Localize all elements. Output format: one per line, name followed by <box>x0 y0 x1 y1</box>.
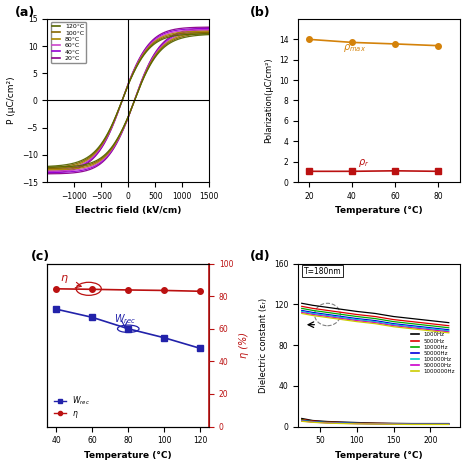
Text: $\eta$: $\eta$ <box>60 273 69 285</box>
1000000Hz <box>391 324 396 329</box>
1000000Hz <box>339 317 345 322</box>
5000Hz <box>409 319 415 325</box>
100000Hz <box>373 319 378 325</box>
50000Hz <box>339 314 345 319</box>
X-axis label: Temperature (°C): Temperature (°C) <box>335 206 423 215</box>
1000Hz <box>339 307 345 312</box>
500000Hz <box>325 314 330 319</box>
Text: $W_{rec}$: $W_{rec}$ <box>114 312 136 326</box>
100000Hz <box>310 310 316 316</box>
Text: $\rho_{max}$: $\rho_{max}$ <box>343 42 366 54</box>
Line: 100000Hz: 100000Hz <box>302 311 449 331</box>
500000Hz <box>339 316 345 321</box>
50000Hz <box>354 316 360 321</box>
Line: 10000Hz: 10000Hz <box>302 309 449 328</box>
Line: 50000Hz: 50000Hz <box>302 310 449 330</box>
5000Hz <box>354 312 360 318</box>
1000Hz <box>428 318 433 323</box>
X-axis label: Temperature (°C): Temperature (°C) <box>84 451 172 460</box>
10000Hz <box>339 312 345 318</box>
50000Hz <box>325 312 330 318</box>
500000Hz <box>428 327 433 333</box>
1000Hz <box>299 301 305 306</box>
Y-axis label: P (μC/cm²): P (μC/cm²) <box>7 77 16 124</box>
500000Hz <box>446 329 452 335</box>
Legend: 1000Hz, 5000Hz, 10000Hz, 50000Hz, 100000Hz, 500000Hz, 1000000Hz: 1000Hz, 5000Hz, 10000Hz, 50000Hz, 100000… <box>408 330 457 376</box>
Text: (c): (c) <box>31 250 50 263</box>
10000Hz <box>409 321 415 327</box>
5000Hz <box>428 321 433 327</box>
5000Hz <box>373 314 378 319</box>
X-axis label: Electric field (kV/cm): Electric field (kV/cm) <box>75 206 182 215</box>
1000000Hz <box>446 330 452 336</box>
50000Hz <box>409 323 415 328</box>
Line: 500000Hz: 500000Hz <box>302 312 449 332</box>
5000Hz <box>446 323 452 328</box>
5000Hz <box>299 303 305 309</box>
10000Hz <box>354 314 360 319</box>
Text: T=180nm: T=180nm <box>304 267 342 276</box>
1000Hz <box>310 302 316 308</box>
100000Hz <box>446 328 452 334</box>
Text: (a): (a) <box>15 6 35 18</box>
5000Hz <box>339 310 345 315</box>
10000Hz <box>446 325 452 330</box>
100000Hz <box>339 315 345 320</box>
X-axis label: Temperature (°C): Temperature (°C) <box>335 451 423 460</box>
500000Hz <box>299 310 305 315</box>
100000Hz <box>409 324 415 329</box>
100000Hz <box>325 313 330 319</box>
Line: 1000Hz: 1000Hz <box>302 303 449 323</box>
Text: (d): (d) <box>249 250 270 263</box>
Legend: $W_{rec}$, $\eta$: $W_{rec}$, $\eta$ <box>51 392 93 423</box>
10000Hz <box>391 319 396 325</box>
100000Hz <box>391 322 396 328</box>
50000Hz <box>310 310 316 315</box>
10000Hz <box>373 316 378 321</box>
1000Hz <box>409 316 415 321</box>
Legend: 120°C, 100°C, 80°C, 60°C, 40°C, 20°C: 120°C, 100°C, 80°C, 60°C, 40°C, 20°C <box>51 22 86 63</box>
Y-axis label: Polarization(μC/cm²): Polarization(μC/cm²) <box>264 58 273 143</box>
10000Hz <box>428 323 433 328</box>
1000000Hz <box>373 321 378 327</box>
1000Hz <box>391 314 396 319</box>
500000Hz <box>373 320 378 326</box>
5000Hz <box>391 317 396 322</box>
10000Hz <box>299 306 305 311</box>
1000Hz <box>325 304 330 310</box>
10000Hz <box>325 310 330 315</box>
1000000Hz <box>428 328 433 334</box>
50000Hz <box>299 308 305 313</box>
1000000Hz <box>310 313 316 319</box>
10000Hz <box>310 308 316 313</box>
1000000Hz <box>299 310 305 316</box>
50000Hz <box>428 325 433 330</box>
5000Hz <box>310 306 316 311</box>
100000Hz <box>299 309 305 314</box>
Line: 1000000Hz: 1000000Hz <box>302 313 449 333</box>
100000Hz <box>428 326 433 332</box>
1000000Hz <box>409 326 415 332</box>
100000Hz <box>354 317 360 322</box>
50000Hz <box>373 318 378 323</box>
1000Hz <box>373 310 378 316</box>
1000Hz <box>446 320 452 326</box>
500000Hz <box>409 325 415 330</box>
50000Hz <box>446 327 452 333</box>
50000Hz <box>391 321 396 327</box>
Text: $\rho_r$: $\rho_r$ <box>358 157 370 169</box>
Y-axis label: η (%): η (%) <box>239 332 249 358</box>
1000Hz <box>354 309 360 314</box>
Y-axis label: Dielectric constant (εᵣ): Dielectric constant (εᵣ) <box>259 298 268 392</box>
500000Hz <box>310 312 316 318</box>
Line: 5000Hz: 5000Hz <box>302 306 449 326</box>
5000Hz <box>325 308 330 313</box>
1000000Hz <box>325 315 330 320</box>
Text: (b): (b) <box>249 6 270 18</box>
500000Hz <box>391 323 396 328</box>
500000Hz <box>354 318 360 323</box>
1000000Hz <box>354 319 360 325</box>
